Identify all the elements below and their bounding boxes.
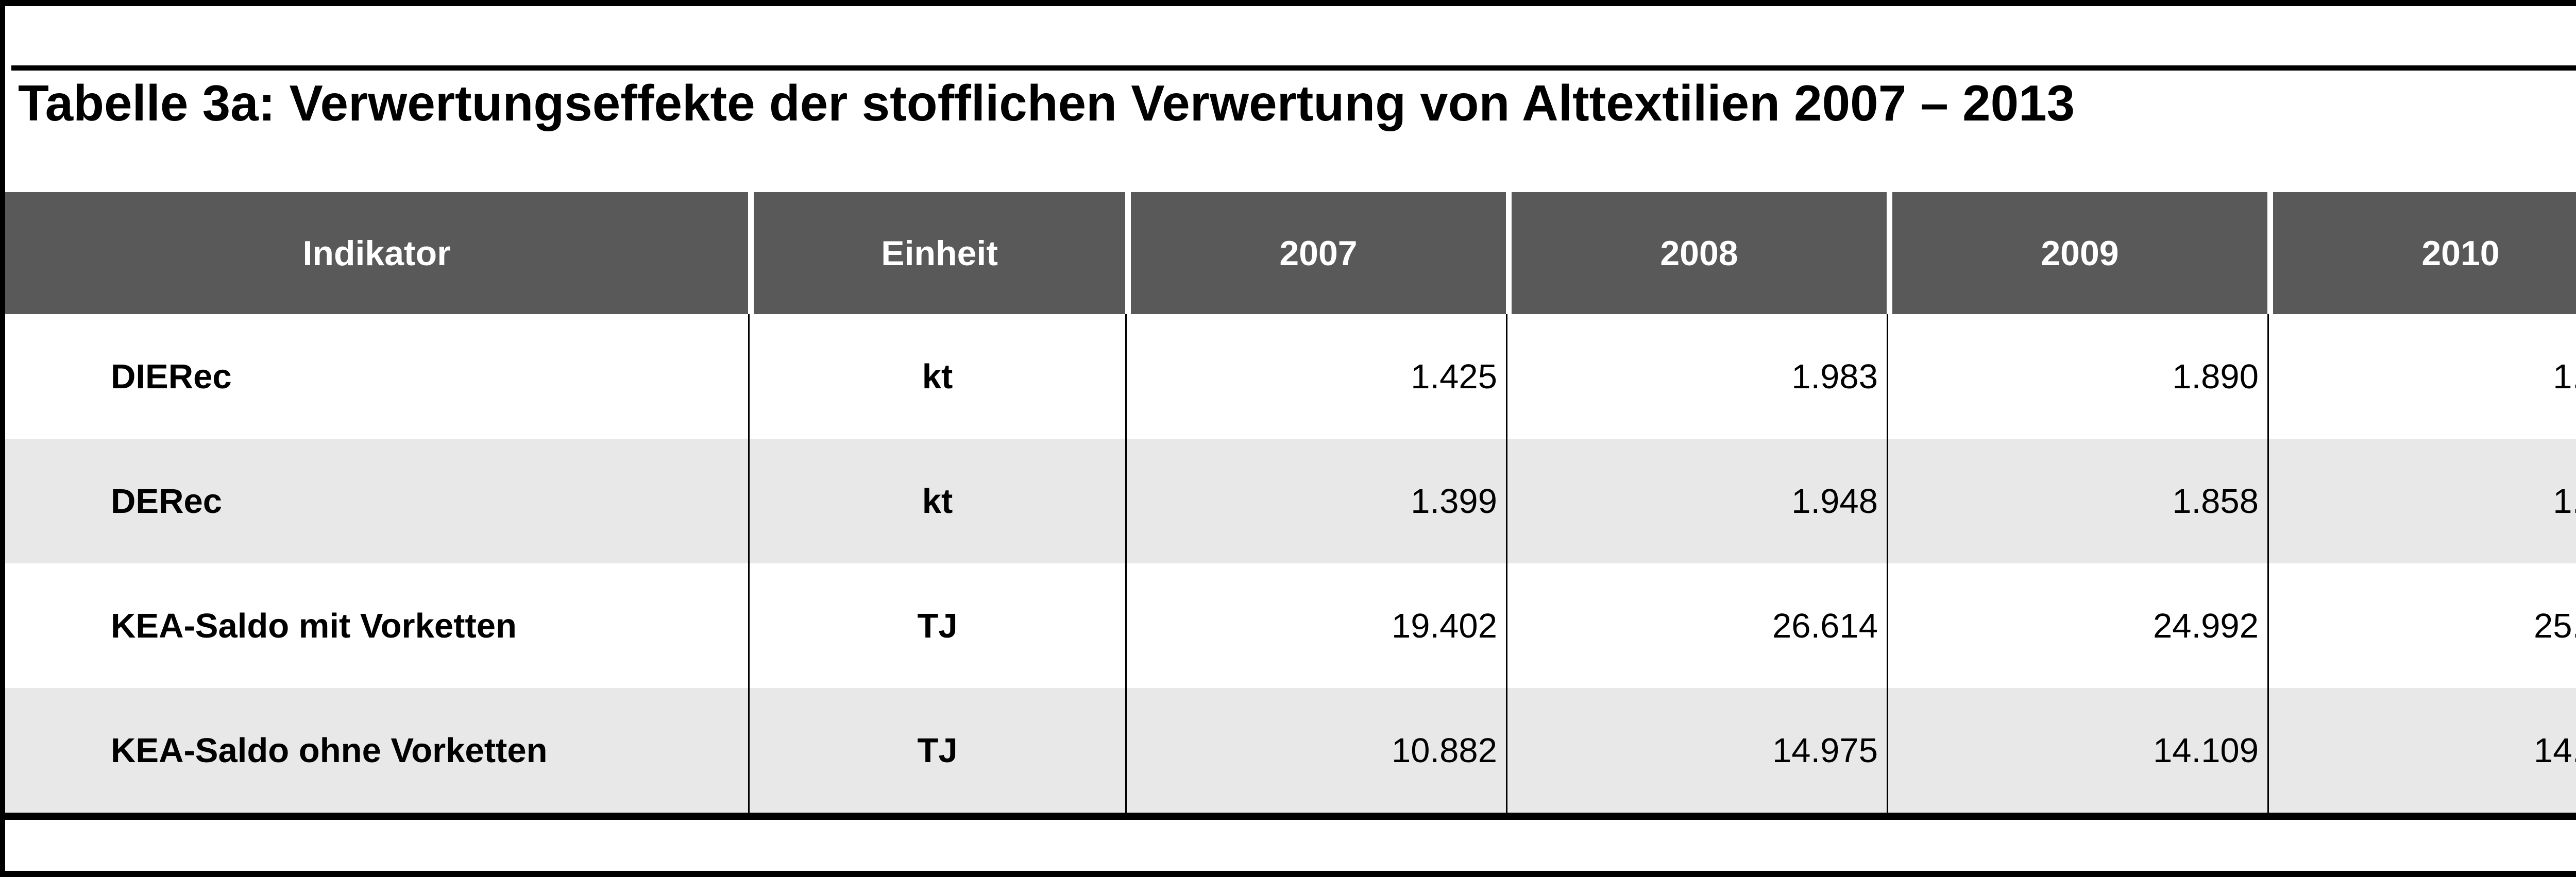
cell-value: 19.402 [1125, 563, 1506, 688]
cell-value: 1.890 [1886, 314, 2267, 439]
cell-value: 14.975 [1505, 688, 1887, 813]
column-header-indikator: Indikator [5, 192, 749, 314]
row-label: DERec [111, 482, 222, 521]
row-label: DIERec [111, 357, 232, 396]
row-unit: TJ [748, 688, 1125, 813]
column-header-einheit: Einheit [748, 192, 1125, 314]
top-spacer [5, 6, 2576, 65]
column-header-2010: 2010 [2267, 192, 2576, 314]
row-unit: kt [748, 314, 1125, 439]
title-area: Tabelle 3a: Verwertungseffekte der stoff… [5, 71, 2576, 192]
row-unit: TJ [748, 563, 1125, 688]
column-header-2007: 2007 [1125, 192, 1506, 314]
table-row-derec: DERec kt 1.399 1.948 1.858 1.902 2.081 1… [5, 439, 2576, 563]
title-separator-line [11, 65, 2576, 71]
column-header-2009: 2009 [1886, 192, 2267, 314]
table-bottom-border [5, 813, 2576, 820]
cell-value: 1.425 [1125, 314, 1506, 439]
cell-value: 14.109 [1886, 688, 2267, 813]
cell-value: 10.882 [1125, 688, 1506, 813]
cell-value: 1.983 [1505, 314, 1887, 439]
cell-value: 14.267 [2267, 688, 2576, 813]
row-label: KEA-Saldo mit Vorketten [111, 606, 517, 645]
header-row: Indikator Einheit 2007 2008 2009 2010 20… [5, 192, 2576, 314]
row-label: KEA-Saldo ohne Vorketten [111, 731, 548, 770]
table-row-kea-ohne-vorketten: KEA-Saldo ohne Vorketten TJ 10.882 14.97… [5, 688, 2576, 813]
cell-value: 1.902 [2267, 439, 2576, 563]
cell-value: 1.399 [1125, 439, 1506, 563]
table-row-dierec: DIERec kt 1.425 1.983 1.890 1.934 2.115 … [5, 314, 2576, 439]
cell-value: 24.992 [1886, 563, 2267, 688]
cell-value: 1.948 [1505, 439, 1887, 563]
data-table: Indikator Einheit 2007 2008 2009 2010 20… [5, 192, 2576, 813]
cell-value: 1.858 [1886, 439, 2267, 563]
cell-value: 1.934 [2267, 314, 2576, 439]
cell-value: 26.614 [1505, 563, 1887, 688]
column-header-2008: 2008 [1505, 192, 1887, 314]
footer: Quelle: Umweltbundesamt, FKZ 3714 93 316… [5, 820, 2576, 871]
table-row-kea-mit-vorketten: KEA-Saldo mit Vorketten TJ 19.402 26.614… [5, 563, 2576, 688]
table-title: Tabelle 3a: Verwertungseffekte der stoff… [18, 75, 2075, 131]
row-unit: kt [748, 439, 1125, 563]
cell-value: 25.183 [2267, 563, 2576, 688]
